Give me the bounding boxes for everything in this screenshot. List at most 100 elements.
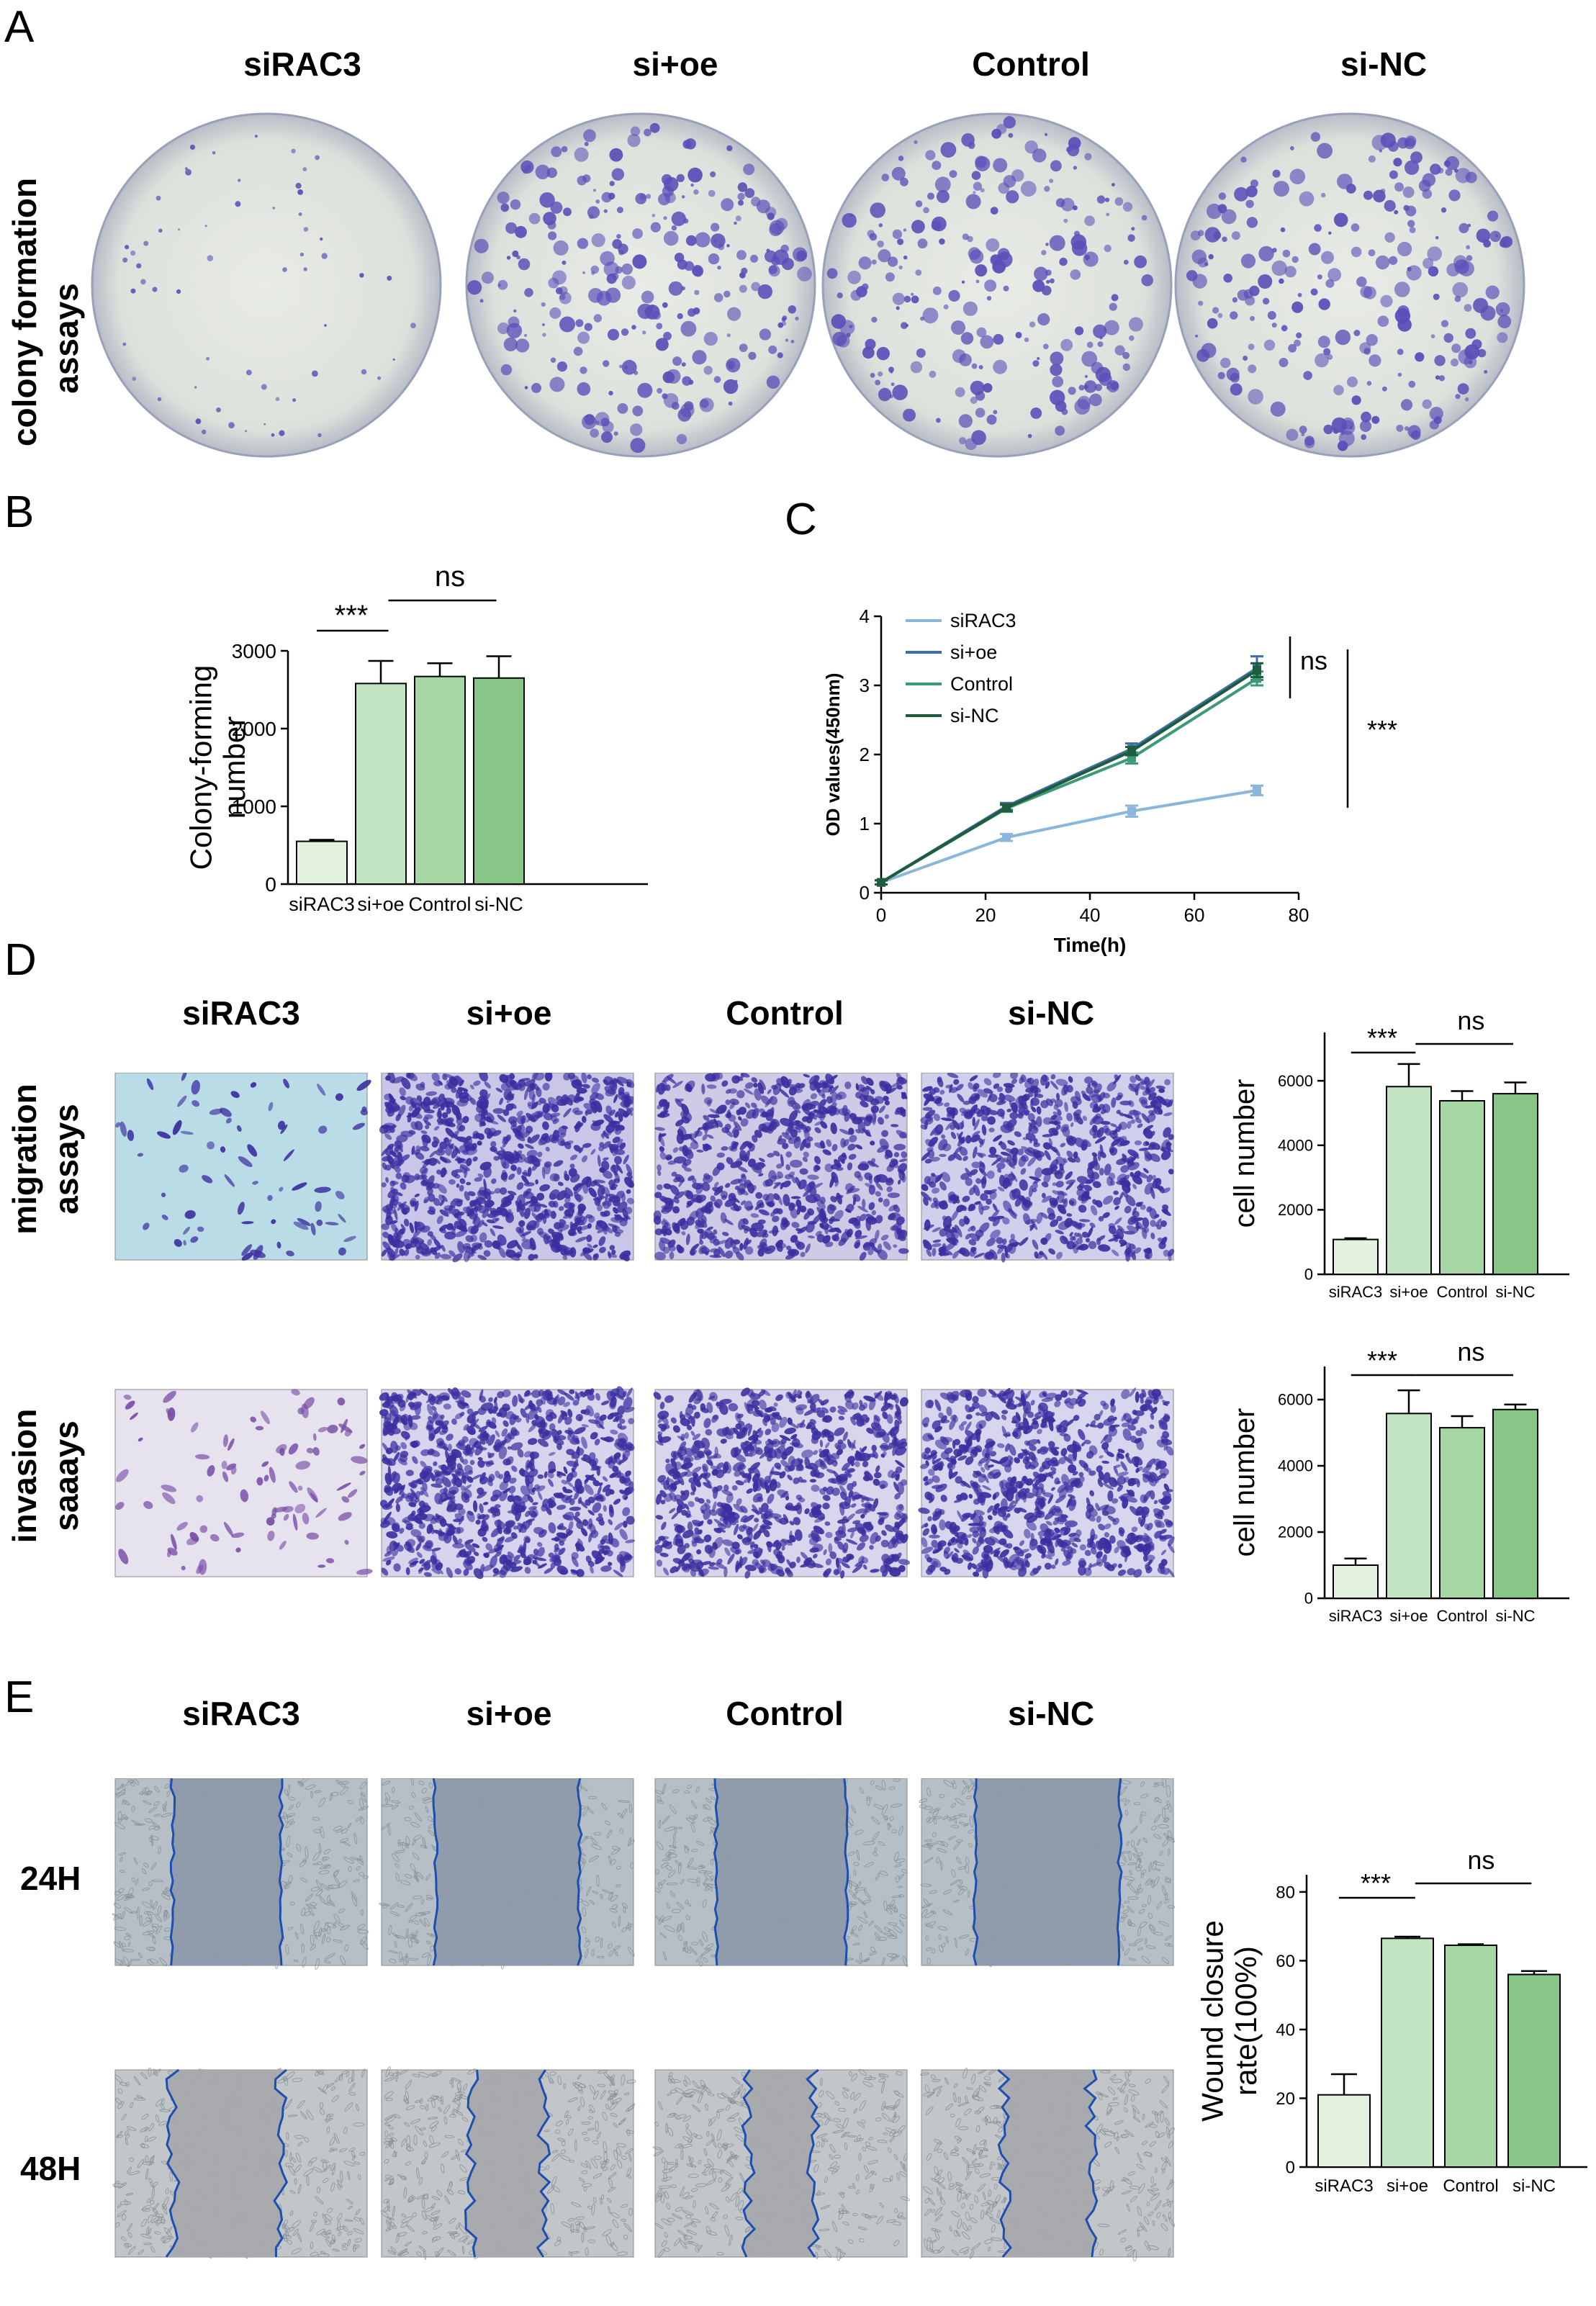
- colony-dots-3: [1186, 132, 1513, 451]
- c-sig-label-ns: ns: [1300, 646, 1327, 675]
- d1-ytick-label-0: 0: [1304, 1266, 1313, 1284]
- d2-cat-2: Control: [1437, 1607, 1488, 1625]
- b-bar-1: [355, 683, 407, 886]
- wound-photo-0-2: [654, 1778, 908, 1968]
- col-head-e-sinc: si-NC: [1007, 1695, 1095, 1732]
- col-head-a-sioe: si+oe: [632, 45, 718, 83]
- col-head-a-sinc: si-NC: [1340, 45, 1428, 83]
- b-ytick-label-2: 2000: [232, 718, 276, 740]
- d1-bar-2: [1439, 1099, 1485, 1275]
- e-ylabel-line2: rate(100%): [1229, 1946, 1263, 2096]
- panel-letter-a: A: [4, 2, 35, 52]
- c-xlabel: Time(h): [1054, 934, 1127, 956]
- e-cat-1: si+oe: [1387, 2176, 1428, 2196]
- transwell-photo-0-3: [920, 1073, 1175, 1263]
- transwell-photo-0-0: [114, 1073, 371, 1261]
- plate-3: [1174, 112, 1525, 458]
- b-cat-1: si+oe: [357, 893, 404, 915]
- invasion-count-chart: 0 2000 4000 6000 siRAC3 si+oe Control si-NC *** n…: [1229, 1337, 1569, 1625]
- e-sig-label-2: ns: [1467, 1845, 1494, 1875]
- col-head-e-sioe: si+oe: [466, 1695, 552, 1732]
- plate-0: [91, 112, 442, 458]
- e-ylabel-line1: Wound closure: [1196, 1920, 1230, 2121]
- e-cat-2: Control: [1443, 2176, 1498, 2196]
- col-head-d-control: Control: [726, 994, 844, 1032]
- wound-closure-chart: 0 20 40 60 80 siRAC3 si+oe Control si-NC *** ns Wou…: [1196, 1845, 1587, 2196]
- d1-ylabel: cell number: [1229, 1079, 1261, 1228]
- d1-sig-label-1: ***: [1367, 1023, 1397, 1053]
- b-cat-0: siRAC3: [289, 893, 355, 915]
- colony-plates: [91, 112, 1525, 458]
- e-bar-3: [1507, 1973, 1561, 2168]
- d1-ytick-label-3: 6000: [1278, 1072, 1313, 1090]
- plate-2: [821, 112, 1173, 458]
- d2-sig-label-1: ***: [1367, 1346, 1397, 1375]
- c-xtick-label-3: 60: [1184, 904, 1205, 926]
- d2-ytick-label-0: 0: [1304, 1590, 1313, 1608]
- b-bar-2: [414, 675, 466, 885]
- e-ytick-label-3: 60: [1276, 1952, 1295, 1971]
- b-ylabel: Colony-forming number: [184, 665, 251, 870]
- c-point-3-3: [1253, 665, 1261, 675]
- c-legend-label-3: si-NC: [950, 705, 999, 726]
- c-legend-label-1: si+oe: [950, 641, 997, 663]
- e-bar-1: [1381, 1937, 1434, 2168]
- panel-letter-c: C: [785, 495, 817, 544]
- b-sig-label-1: ***: [335, 600, 369, 631]
- d2-bar-1: [1386, 1413, 1432, 1599]
- b-sig-label-2: ns: [435, 561, 465, 593]
- wound-photo-0-0: [112, 1778, 369, 1970]
- c-xtick-label-0: 0: [876, 904, 886, 926]
- c-xtick-label-4: 80: [1289, 904, 1309, 926]
- e-ytick-label-2: 40: [1276, 2020, 1295, 2040]
- d1-sig-label-2: ns: [1457, 1015, 1484, 1035]
- d2-bar-0: [1333, 1564, 1379, 1599]
- panel-letter-e: E: [4, 1672, 35, 1722]
- c-series-line-0: [880, 788, 1258, 884]
- e-ytick-label-0: 0: [1286, 2158, 1295, 2177]
- e-sig-label-1: ***: [1361, 1868, 1391, 1898]
- c-ytick-label-1: 1: [860, 813, 870, 834]
- wound-healing-photos: [112, 1778, 1176, 2261]
- d1-ytick-label-2: 4000: [1278, 1137, 1313, 1155]
- colony-dots-1: [467, 122, 812, 454]
- d2-ytick-label-1: 2000: [1278, 1523, 1313, 1541]
- e-ytick-label-1: 20: [1276, 2089, 1295, 2109]
- b-ytick-label-3: 3000: [232, 640, 276, 662]
- e-ytick-label-4: 80: [1276, 1883, 1295, 1902]
- transwell-photo-0-2: [653, 1073, 909, 1261]
- d2-ylabel: cell number: [1229, 1408, 1261, 1557]
- wound-photo-1-0: [112, 2067, 368, 2259]
- d2-sig-label-2: ns: [1457, 1337, 1484, 1366]
- col-head-e-control: Control: [726, 1695, 844, 1732]
- c-point-3-0: [877, 878, 885, 887]
- c-xtick-label-2: 40: [1080, 904, 1101, 926]
- c-point-0-2: [1127, 806, 1136, 816]
- transwell-photo-1-1: [379, 1386, 636, 1580]
- d1-cat-3: si-NC: [1496, 1283, 1536, 1301]
- c-point-0-3: [1253, 785, 1261, 795]
- e-bar-2: [1444, 1944, 1497, 2168]
- b-ylabel-line2: number: [217, 716, 251, 819]
- transwell-photo-1-3: [918, 1387, 1175, 1579]
- c-point-3-1: [1002, 803, 1011, 812]
- c-ylabel: OD values(450nm): [822, 673, 844, 837]
- d2-cat-0: siRAC3: [1329, 1607, 1383, 1625]
- wound-photo-0-1: [379, 1778, 635, 1970]
- c-legend-label-2: Control: [950, 673, 1013, 695]
- c-point-3-2: [1127, 747, 1136, 756]
- d2-cat-1: si+oe: [1389, 1607, 1428, 1625]
- col-head-d-sinc: si-NC: [1007, 994, 1095, 1032]
- d2-bar-3: [1492, 1408, 1538, 1600]
- e-bar-0: [1317, 2094, 1371, 2168]
- colony-dots-0: [122, 135, 416, 438]
- c-series-line-3: [880, 669, 1258, 884]
- wound-photo-1-2: [652, 2068, 910, 2261]
- col-head-a-control: Control: [972, 45, 1090, 83]
- d1-ytick-label-1: 2000: [1278, 1201, 1313, 1219]
- col-head-d-sioe: si+oe: [466, 994, 552, 1032]
- b-ytick-label-1: 1000: [232, 796, 276, 818]
- c-ytick-label-2: 2: [860, 744, 870, 765]
- wound-photo-0-3: [919, 1778, 1176, 1968]
